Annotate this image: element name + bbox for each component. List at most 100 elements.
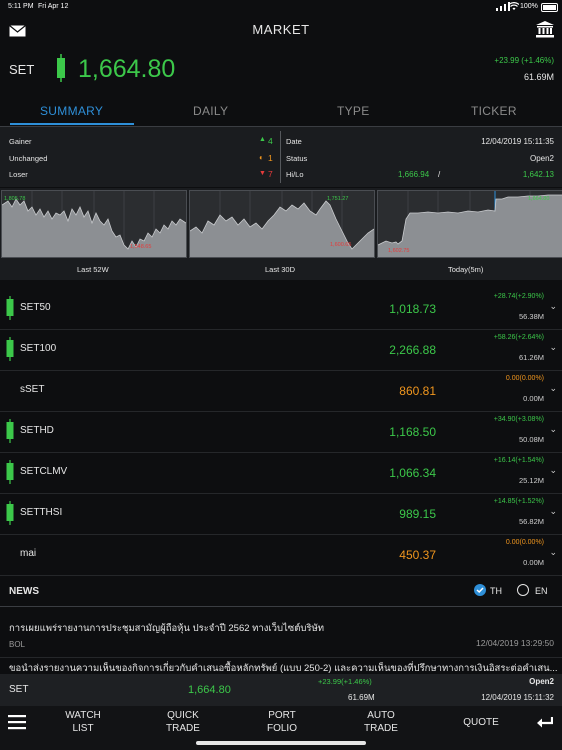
index-row-change: +16.14(+1.54%): [493, 457, 544, 464]
news-header: NEWS TH EN: [0, 578, 562, 607]
status-time: 5:11 PM: [8, 3, 34, 10]
radio-en-icon[interactable]: [517, 584, 529, 596]
hilo-label: Hi/Lo: [286, 170, 304, 179]
index-row-name: SETHD: [20, 425, 54, 436]
status-date: Fri Apr 12: [38, 3, 69, 10]
chart-last-52w[interactable]: 1,805.78 1,548.65: [1, 190, 187, 258]
menu-icon[interactable]: [8, 714, 26, 735]
news-title: NEWS: [9, 586, 39, 597]
index-row-value: 1,066.34: [389, 466, 436, 480]
chevron-down-icon[interactable]: ⌄: [549, 383, 557, 393]
index-row-change: 0.00(0.00%): [505, 375, 544, 382]
index-row[interactable]: mai 450.37 0.00(0.00%) 0.00M ⌄: [0, 534, 562, 576]
summary-divider: [280, 131, 281, 183]
chevron-down-icon[interactable]: ⌄: [549, 547, 557, 557]
chart-today-hi-label: 1,664.80: [528, 196, 550, 202]
chart-today-5m[interactable]: 1,664.80 1,602.75: [377, 190, 562, 258]
candlestick-icon: [5, 296, 15, 320]
loser-count: 7: [268, 169, 273, 179]
index-row-name: SET100: [20, 343, 57, 354]
index-row-name: SETTHSI: [20, 507, 63, 518]
nav-quick-trade[interactable]: QUICK TRADE: [166, 710, 200, 734]
candlestick-icon: [5, 337, 15, 361]
index-volume: 61.69M: [523, 72, 554, 82]
return-icon[interactable]: [536, 715, 554, 734]
date-value: 12/04/2019 15:11:35: [481, 137, 554, 146]
nav-watch-list[interactable]: WATCH LIST: [65, 710, 101, 734]
tab-summary[interactable]: SUMMARY: [40, 104, 104, 118]
loser-label: Loser: [9, 170, 28, 179]
ticker-name: SET: [9, 684, 29, 695]
news-item[interactable]: การเผยแพร่รายงานการประชุมสามัญผู้ถือหุ้น…: [0, 607, 562, 658]
index-name: SET: [9, 62, 35, 77]
chart-label-today: Today(5m): [448, 265, 484, 274]
index-row[interactable]: SET50 1,018.73 +28.74(+2.90%) 56.38M ⌄: [0, 288, 562, 330]
lang-en-label[interactable]: EN: [535, 586, 548, 596]
hi-value: 1,666.94: [398, 170, 430, 179]
index-change: +23.99 (+1.46%): [494, 56, 554, 65]
news-headline: ขอนำส่งรายงานความเห็นของกิจการเกี่ยวกับค…: [9, 663, 558, 674]
tab-type[interactable]: TYPE: [337, 104, 370, 118]
lang-th-label[interactable]: TH: [490, 586, 502, 596]
index-row-volume: 0.00M: [523, 558, 544, 567]
index-row[interactable]: SETCLMV 1,066.34 +16.14(+1.54%) 25.12M ⌄: [0, 452, 562, 494]
nav-auto-trade[interactable]: AUTO TRADE: [364, 710, 398, 734]
index-row-volume: 25.12M: [518, 476, 544, 485]
chevron-down-icon[interactable]: ⌄: [549, 301, 557, 311]
chevron-down-icon[interactable]: ⌄: [549, 506, 557, 516]
index-row[interactable]: SET100 2,266.88 +58.26(+2.64%) 61.26M ⌄: [0, 329, 562, 371]
index-row[interactable]: SETTHSI 989.15 +14.85(+1.52%) 56.82M ⌄: [0, 493, 562, 535]
index-row[interactable]: sSET 860.81 0.00(0.00%) 0.00M ⌄: [0, 370, 562, 412]
ticker-volume: 61.69M: [348, 693, 375, 702]
hilo-separator: /: [438, 170, 441, 179]
news-item[interactable]: ขอนำส่งรายงานความเห็นของกิจการเกี่ยวกับค…: [0, 658, 562, 674]
index-row-name: mai: [20, 548, 37, 559]
index-row-volume: 61.26M: [518, 353, 544, 362]
status-bar: 5:11 PM Fri Apr 12 100%: [0, 0, 562, 14]
home-indicator: [196, 741, 366, 745]
battery-icon: [541, 3, 558, 12]
summary-panel: Gainer ▲ 4 Unchanged ◐ 1 Loser ▼ 7 Date …: [0, 127, 562, 187]
radio-th-checked-icon[interactable]: [474, 584, 486, 596]
tab-daily[interactable]: DAILY: [193, 104, 229, 118]
chevron-down-icon[interactable]: ⌄: [549, 465, 557, 475]
chart-52w-hi-label: 1,805.78: [4, 196, 26, 202]
chevron-down-icon[interactable]: ⌄: [549, 342, 557, 352]
active-tab-indicator: [10, 123, 134, 125]
date-label: Date: [286, 137, 302, 146]
index-row-name: sSET: [20, 384, 45, 395]
chevron-down-icon[interactable]: ⌄: [549, 424, 557, 434]
bottom-ticker[interactable]: SET 1,664.80 +23.99(+1.46%) 61.69M Open2…: [0, 674, 562, 706]
chart-label-52w: Last 52W: [77, 265, 109, 274]
status-label: Status: [286, 154, 308, 163]
chart-labels: Last 52W Last 30D Today(5m): [0, 258, 562, 280]
tab-bar: [0, 100, 562, 127]
candlestick-icon: [5, 460, 15, 484]
gainer-label: Gainer: [9, 137, 32, 146]
index-row-value: 1,018.73: [389, 302, 436, 316]
mail-icon[interactable]: [9, 24, 26, 42]
index-row-change: 0.00(0.00%): [505, 539, 544, 546]
tab-ticker[interactable]: TICKER: [471, 104, 517, 118]
ticker-status: Open2: [529, 677, 554, 686]
chart-30d-lo-label: 1,600.65: [330, 242, 352, 248]
index-row-name: SET50: [20, 302, 51, 313]
signal-icon: [496, 2, 510, 13]
unchanged-label: Unchanged: [9, 154, 48, 163]
index-row-value: 1,168.50: [389, 425, 436, 439]
nav-quote[interactable]: QUOTE: [463, 717, 499, 728]
index-row-volume: 0.00M: [523, 394, 544, 403]
chart-last-30d[interactable]: 1,751.27 1,600.65: [189, 190, 375, 258]
index-row-name: SETCLMV: [20, 466, 68, 477]
index-row-volume: 50.08M: [518, 435, 544, 444]
candlestick-icon: [5, 501, 15, 525]
bank-icon[interactable]: [536, 21, 554, 43]
chart-today-lo-label: 1,602.75: [388, 248, 410, 254]
nav-portfolio[interactable]: PORT FOLIO: [266, 710, 297, 734]
wifi-icon: [508, 2, 520, 13]
chart-52w-lo-label: 1,548.65: [130, 244, 152, 250]
index-value: 1,664.80: [78, 55, 176, 83]
index-row[interactable]: SETHD 1,168.50 +34.90(+3.08%) 50.08M ⌄: [0, 411, 562, 453]
index-row-value: 2,266.88: [389, 343, 436, 357]
battery-percent: 100%: [520, 3, 538, 10]
